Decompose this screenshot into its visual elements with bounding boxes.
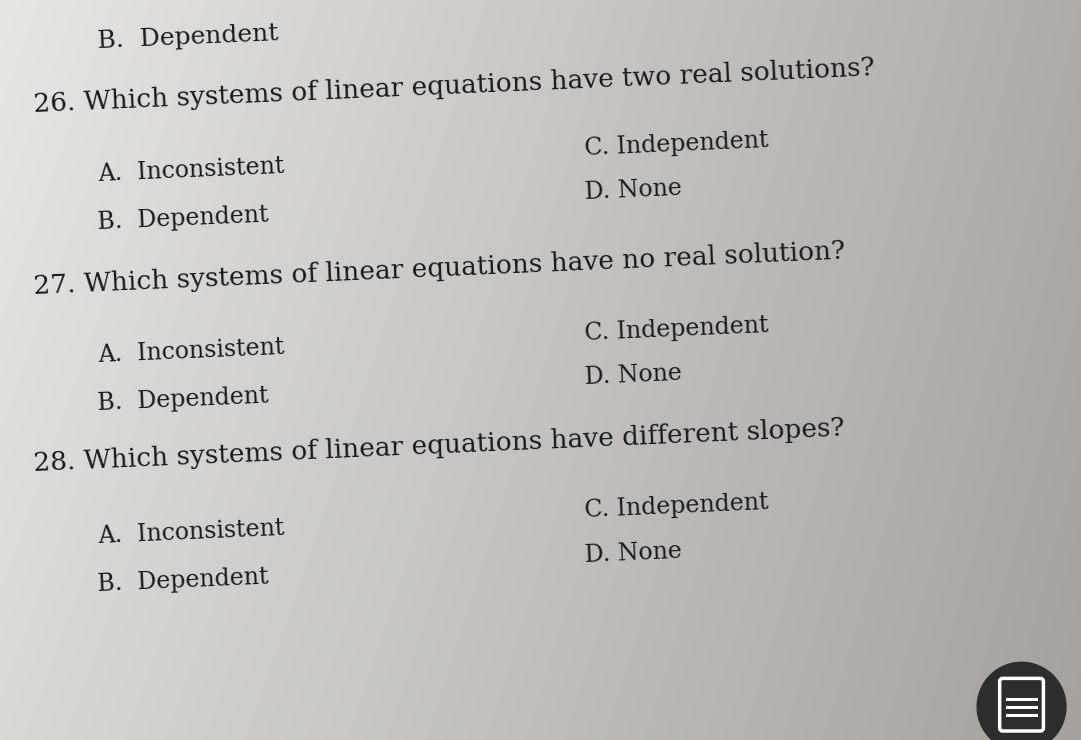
Text: A.  Inconsistent: A. Inconsistent (97, 155, 285, 186)
Text: D. None: D. None (584, 362, 682, 389)
Text: 27. Which systems of linear equations have no real solution?: 27. Which systems of linear equations ha… (32, 238, 845, 299)
Text: B.  Dependent: B. Dependent (97, 204, 269, 234)
Text: B.  Dependent: B. Dependent (97, 385, 269, 415)
Text: C. Independent: C. Independent (584, 491, 769, 522)
Text: B.  Dependent: B. Dependent (97, 566, 269, 596)
Text: 26. Which systems of linear equations have two real solutions?: 26. Which systems of linear equations ha… (32, 56, 875, 118)
Text: D. None: D. None (584, 177, 682, 204)
Text: B.  Dependent: B. Dependent (97, 21, 279, 53)
Text: D. None: D. None (584, 539, 682, 567)
Text: A.  Inconsistent: A. Inconsistent (97, 336, 285, 367)
Text: C. Independent: C. Independent (584, 129, 769, 160)
Text: A.  Inconsistent: A. Inconsistent (97, 517, 285, 548)
Text: C. Independent: C. Independent (584, 314, 769, 345)
Circle shape (977, 662, 1066, 740)
Text: 28. Which systems of linear equations have different slopes?: 28. Which systems of linear equations ha… (32, 416, 844, 477)
